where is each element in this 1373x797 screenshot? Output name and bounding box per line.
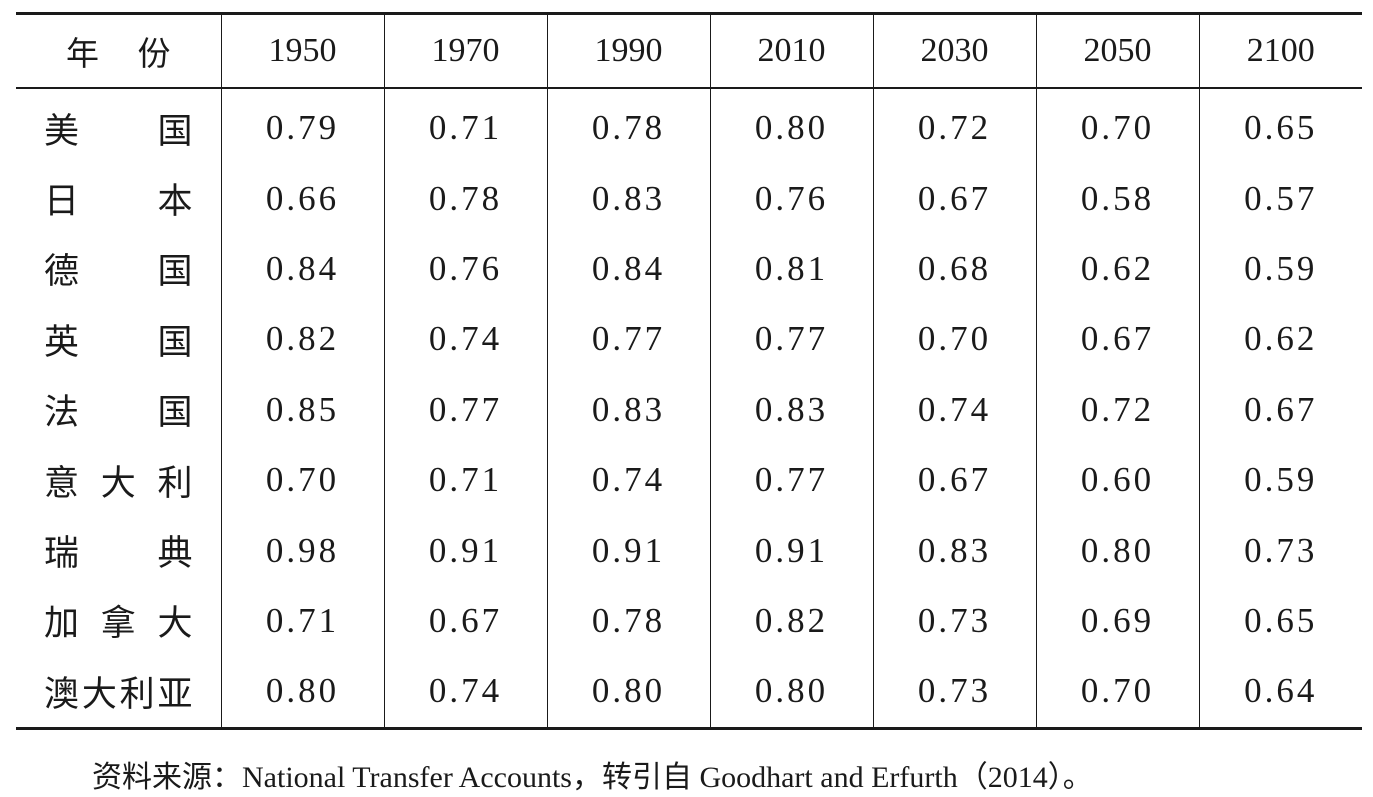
- value-cell: 0.74: [383, 304, 547, 375]
- value-cell: 0.80: [220, 656, 384, 729]
- value-cell: 0.67: [1198, 374, 1362, 445]
- country-label: 澳大利亚: [44, 674, 193, 715]
- value-cell: 0.82: [220, 304, 384, 375]
- header-year-1970: 1970: [383, 13, 547, 88]
- value-cell: 0.69: [1035, 585, 1199, 657]
- value-cell: 0.59: [1198, 444, 1362, 516]
- value-cell: 0.84: [546, 233, 710, 305]
- value-cell: 0.91: [546, 515, 710, 586]
- value-cell: 0.71: [383, 444, 547, 516]
- header-year-2030: 2030: [872, 13, 1036, 88]
- table-row: 加拿大 0.71 0.67 0.78 0.82 0.73 0.69 0.65: [16, 585, 1362, 657]
- value-cell: 0.85: [220, 374, 384, 445]
- value-cell: 0.72: [1035, 374, 1199, 445]
- value-cell: 0.67: [383, 585, 547, 657]
- value-cell: 0.70: [872, 304, 1036, 375]
- value-cell: 0.58: [1035, 163, 1199, 234]
- value-cell: 0.77: [546, 304, 710, 375]
- value-cell: 0.62: [1035, 233, 1199, 305]
- value-cell: 0.80: [546, 656, 710, 729]
- country-label: 德 国: [44, 252, 193, 293]
- value-cell: 0.80: [709, 656, 873, 729]
- value-cell: 0.74: [546, 444, 710, 516]
- header-year-1950: 1950: [220, 13, 384, 88]
- value-cell: 0.71: [383, 88, 547, 164]
- value-cell: 0.91: [383, 515, 547, 586]
- value-cell: 0.73: [1198, 515, 1362, 586]
- table-body: 美 国 0.79 0.71 0.78 0.80 0.72 0.70 0.65 日 本 0.66 0.…: [16, 88, 1362, 729]
- value-cell: 0.68: [872, 233, 1036, 305]
- value-cell: 0.98: [220, 515, 384, 586]
- value-cell: 0.71: [220, 585, 384, 657]
- value-cell: 0.74: [872, 374, 1036, 445]
- value-cell: 0.59: [1198, 233, 1362, 305]
- header-year-2050: 2050: [1035, 13, 1199, 88]
- header-row: 年 份 1950 1970 1990 2010 2030 2050 2100: [16, 13, 1362, 88]
- table-row: 英 国 0.82 0.74 0.77 0.77 0.70 0.67 0.62: [16, 304, 1362, 375]
- value-cell: 0.82: [709, 585, 873, 657]
- value-cell: 0.65: [1198, 88, 1362, 164]
- value-cell: 0.64: [1198, 656, 1362, 729]
- value-cell: 0.66: [220, 163, 384, 234]
- country-label: 瑞 典: [44, 534, 193, 575]
- table-row: 德 国 0.84 0.76 0.84 0.81 0.68 0.62 0.59: [16, 233, 1362, 305]
- value-cell: 0.67: [872, 163, 1036, 234]
- table-row: 瑞 典 0.98 0.91 0.91 0.91 0.83 0.80 0.73: [16, 515, 1362, 586]
- value-cell: 0.80: [709, 88, 873, 164]
- value-cell: 0.80: [1035, 515, 1199, 586]
- value-cell: 0.73: [872, 656, 1036, 729]
- source-note: 资料来源：National Transfer Accounts，转引自 Good…: [92, 761, 1093, 794]
- table-row: 意大利 0.70 0.71 0.74 0.77 0.67 0.60 0.59: [16, 444, 1362, 516]
- value-cell: 0.67: [1035, 304, 1199, 375]
- header-year-2100: 2100: [1198, 13, 1362, 88]
- value-cell: 0.74: [383, 656, 547, 729]
- value-cell: 0.78: [383, 163, 547, 234]
- value-cell: 0.81: [709, 233, 873, 305]
- country-label: 意大利: [44, 463, 193, 504]
- value-cell: 0.79: [220, 88, 384, 164]
- value-cell: 0.76: [709, 163, 873, 234]
- value-cell: 0.57: [1198, 163, 1362, 234]
- value-cell: 0.77: [709, 304, 873, 375]
- value-cell: 0.76: [383, 233, 547, 305]
- value-cell: 0.70: [1035, 88, 1199, 164]
- value-cell: 0.73: [872, 585, 1036, 657]
- value-cell: 0.78: [546, 88, 710, 164]
- value-cell: 0.77: [383, 374, 547, 445]
- table-header: 年 份 1950 1970 1990 2010 2030 2050 2100: [16, 13, 1362, 88]
- value-cell: 0.83: [872, 515, 1036, 586]
- table-row: 澳大利亚 0.80 0.74 0.80 0.80 0.73 0.70 0.64: [16, 656, 1362, 729]
- value-cell: 0.84: [220, 233, 384, 305]
- value-cell: 0.83: [709, 374, 873, 445]
- value-cell: 0.60: [1035, 444, 1199, 516]
- country-label: 英 国: [44, 322, 193, 363]
- header-year-label: 年 份: [66, 34, 171, 73]
- country-label: 加拿大: [44, 604, 193, 645]
- value-cell: 0.83: [546, 374, 710, 445]
- country-label: 日 本: [44, 182, 193, 223]
- value-cell: 0.91: [709, 515, 873, 586]
- value-cell: 0.78: [546, 585, 710, 657]
- value-cell: 0.77: [709, 444, 873, 516]
- data-table-container: 年 份 1950 1970 1990 2010 2030 2050 2100 美…: [16, 12, 1362, 730]
- value-cell: 0.65: [1198, 585, 1362, 657]
- value-cell: 0.67: [872, 444, 1036, 516]
- header-year-1990: 1990: [546, 13, 710, 88]
- value-cell: 0.83: [546, 163, 710, 234]
- table-row: 日 本 0.66 0.78 0.83 0.76 0.67 0.58 0.57: [16, 163, 1362, 234]
- table-row: 美 国 0.79 0.71 0.78 0.80 0.72 0.70 0.65: [16, 88, 1362, 164]
- value-cell: 0.70: [220, 444, 384, 516]
- value-cell: 0.72: [872, 88, 1036, 164]
- country-label: 法 国: [44, 393, 193, 434]
- header-year-2010: 2010: [709, 13, 873, 88]
- value-cell: 0.70: [1035, 656, 1199, 729]
- country-label: 美 国: [44, 111, 193, 152]
- value-cell: 0.62: [1198, 304, 1362, 375]
- table-row: 法 国 0.85 0.77 0.83 0.83 0.74 0.72 0.67: [16, 374, 1362, 445]
- dependency-ratio-table: 年 份 1950 1970 1990 2010 2030 2050 2100 美…: [16, 12, 1362, 730]
